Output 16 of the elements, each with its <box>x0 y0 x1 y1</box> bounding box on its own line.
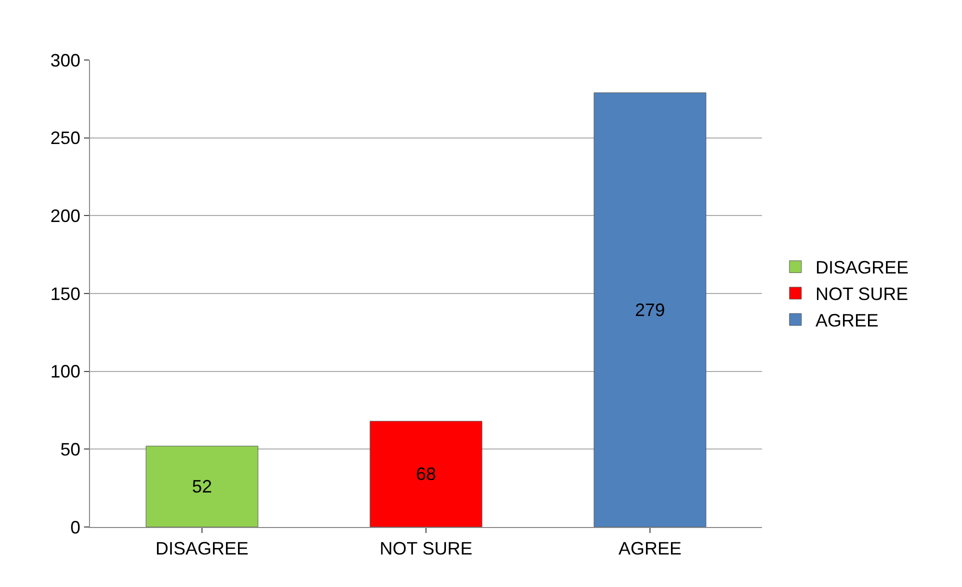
x-tick-label: DISAGREE <box>155 538 249 559</box>
y-tick-label: 50 <box>60 439 80 460</box>
y-tick-label: 250 <box>50 128 80 148</box>
legend-label: DISAGREE <box>815 258 908 278</box>
x-tick-label: AGREE <box>618 538 682 559</box>
y-tick-label: 100 <box>50 362 80 382</box>
data-label: 52 <box>192 476 212 497</box>
x-tick-label: NOT SURE <box>380 538 472 559</box>
data-label: 68 <box>416 464 436 484</box>
data-label: 279 <box>634 300 666 320</box>
y-tick-label: 300 <box>50 50 80 70</box>
legend-label: NOT SURE <box>815 284 908 304</box>
legend-label: AGREE <box>815 310 878 331</box>
y-tick-label: 200 <box>50 206 80 226</box>
y-tick-label: 0 <box>70 517 80 538</box>
y-tick-label: 150 <box>50 284 80 304</box>
